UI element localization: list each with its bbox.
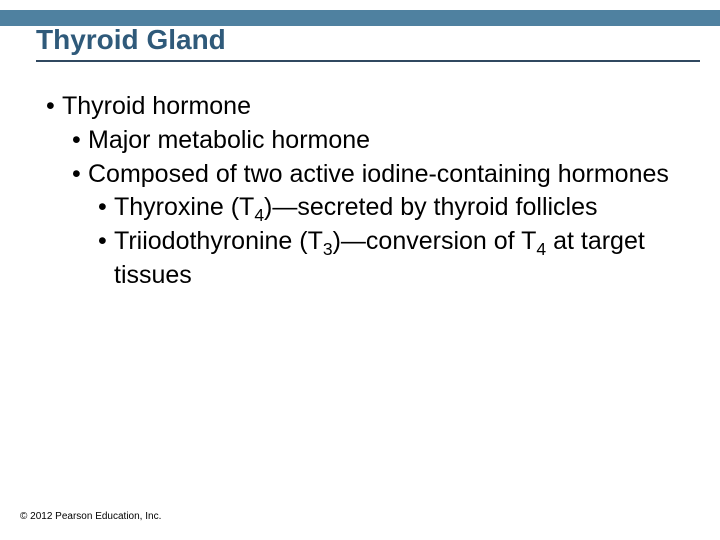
copyright-footer: © 2012 Pearson Education, Inc. [20,511,161,522]
bullet-text: Major metabolic hormone [88,124,690,158]
text-fragment: )—secreted by thyroid follicles [264,193,597,221]
bullet-dot-icon: • [98,225,114,259]
text-fragment: Triiodothyronine (T [114,227,323,255]
subscript: 4 [254,205,264,225]
bullet-text: Composed of two active iodine-containing… [88,158,690,192]
bullet-dot-icon: • [72,158,88,192]
title-underline [36,60,700,62]
slide: Thyroid Gland • Thyroid hormone • Major … [0,0,720,540]
subscript: 3 [323,239,333,259]
subscript: 4 [536,239,546,259]
bullet-text: Thyroid hormone [62,90,690,124]
bullet-dot-icon: • [46,90,62,124]
bullet-level-1: • Thyroid hormone [46,90,690,124]
bullet-dot-icon: • [72,124,88,158]
bullet-level-2: • Major metabolic hormone [46,124,690,158]
bullet-text: Triiodothyronine (T3)—conversion of T4 a… [114,225,690,293]
bullet-dot-icon: • [98,191,114,225]
text-fragment: )—conversion of T [333,227,537,255]
slide-body: • Thyroid hormone • Major metabolic horm… [46,90,690,293]
bullet-level-3: • Thyroxine (T4)—secreted by thyroid fol… [46,191,690,225]
text-fragment: Thyroxine (T [114,193,254,221]
bullet-level-3: • Triiodothyronine (T3)—conversion of T4… [46,225,690,293]
slide-title: Thyroid Gland [36,24,226,56]
bullet-level-2: • Composed of two active iodine-containi… [46,158,690,192]
bullet-text: Thyroxine (T4)—secreted by thyroid folli… [114,191,690,225]
